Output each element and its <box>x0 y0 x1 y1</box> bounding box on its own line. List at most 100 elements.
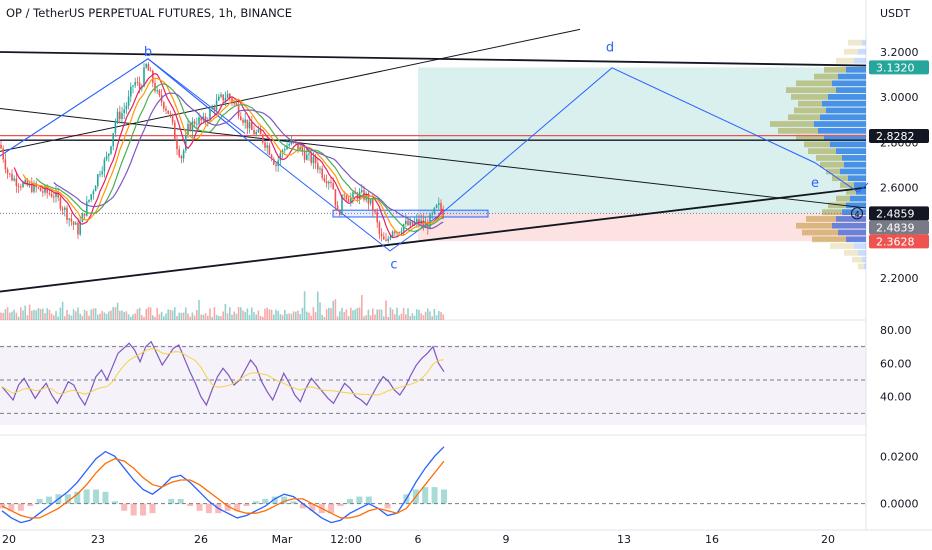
candle-body <box>303 151 306 160</box>
candle-body <box>297 142 299 150</box>
candle-body <box>255 131 257 135</box>
volume-bar <box>231 314 233 320</box>
macd-histogram-bar <box>17 503 24 511</box>
time-axis: 20 23 26 Mar 12:00 6 9 13 16 20 <box>2 533 835 546</box>
price-tag-label: 3.1320 <box>876 61 915 74</box>
volume-bar <box>418 309 420 320</box>
macd-histogram-bar <box>121 503 128 511</box>
volume-bar <box>244 312 246 320</box>
candle-body <box>220 94 222 97</box>
candle-body <box>264 142 266 148</box>
candle-body <box>306 154 308 160</box>
volume-bar <box>182 312 185 320</box>
candle-body <box>132 85 134 87</box>
candle-body <box>187 123 189 136</box>
time-tick-label: 23 <box>91 533 105 546</box>
candle-body <box>154 82 156 92</box>
volume-bar <box>411 313 414 320</box>
price-tag-label: 2.4839 <box>876 221 915 234</box>
volume-bar <box>204 313 207 320</box>
macd-histogram-bar <box>234 503 241 511</box>
rsi-pane <box>0 340 866 414</box>
volume-bar <box>281 315 284 320</box>
volume-bar <box>33 309 35 320</box>
volume-bar <box>343 312 345 320</box>
macd-histogram-bar <box>93 489 100 504</box>
volume-bar <box>413 315 416 320</box>
volume-bar <box>275 309 277 320</box>
macd-histogram-bar <box>262 498 269 504</box>
candle-body <box>325 181 328 184</box>
volume-bar <box>154 316 156 320</box>
volume-bar <box>308 312 310 320</box>
macd-histogram-bar <box>337 503 344 507</box>
candle-body <box>196 123 198 125</box>
macd-histogram-bar <box>384 503 391 509</box>
volume-bar <box>407 308 409 320</box>
rsi-axis: 80.00 60.00 40.00 <box>880 324 912 404</box>
candle-body <box>229 93 231 98</box>
volume-bar <box>191 312 194 320</box>
volume-bar <box>246 308 249 320</box>
candle-body <box>66 207 68 220</box>
volume-profile-row <box>858 263 864 270</box>
volume-bar <box>165 313 167 320</box>
volume-bar <box>99 313 101 320</box>
macd-histogram-bar <box>177 498 184 504</box>
candle-body <box>339 210 341 215</box>
candle-body <box>350 197 352 202</box>
rising-channel-line <box>0 28 581 152</box>
candle-body <box>121 113 123 119</box>
volume-bar <box>26 315 29 320</box>
candle-body <box>257 129 260 132</box>
volume-bar <box>125 311 128 320</box>
candle-body <box>2 148 4 160</box>
volume-profile-row <box>858 249 866 256</box>
volume-profile-row <box>832 80 866 87</box>
volume-profile-row <box>806 216 836 222</box>
candle-body <box>312 156 315 164</box>
candle-body <box>288 144 290 146</box>
volume-bar <box>97 314 99 320</box>
volume-bar <box>81 315 84 320</box>
candle-body <box>88 199 90 202</box>
volume-profile-row <box>850 195 866 202</box>
candle-body <box>178 149 180 157</box>
volume-bar <box>189 316 191 320</box>
volume-profile-row <box>856 188 866 195</box>
wave-segment <box>147 58 246 139</box>
candle-body <box>68 218 70 220</box>
volume-bar <box>330 308 332 320</box>
volume-profile-row <box>770 121 814 127</box>
volume-bar <box>358 307 361 320</box>
volume-profile-row <box>820 114 866 121</box>
candle-body <box>323 177 326 182</box>
candle-body <box>185 135 187 151</box>
candle-body <box>39 187 42 192</box>
volume-bar <box>83 309 86 320</box>
volume-bar <box>209 308 211 320</box>
volume-bar <box>398 315 400 320</box>
volume-bar <box>17 316 20 320</box>
candle-body <box>193 121 196 124</box>
volume-bar <box>251 307 253 320</box>
candle-body <box>237 105 240 117</box>
volume-bar <box>279 314 282 320</box>
volume-profile-row <box>828 94 866 100</box>
candle-body <box>4 159 7 170</box>
candle-body <box>424 223 427 226</box>
candle-body <box>438 202 440 205</box>
volume-bar <box>312 307 315 320</box>
volume-bar <box>114 307 117 320</box>
candle-body <box>11 173 13 181</box>
volume-bar <box>79 313 81 320</box>
candle-body <box>341 194 343 215</box>
volume-profile-row <box>862 256 866 263</box>
volume-bar <box>248 314 251 320</box>
alert-marker <box>851 207 863 220</box>
macd-histogram-bar <box>36 498 43 504</box>
volume-bar <box>237 307 240 320</box>
candle-body <box>292 139 295 142</box>
volume-profile-row <box>826 168 840 175</box>
